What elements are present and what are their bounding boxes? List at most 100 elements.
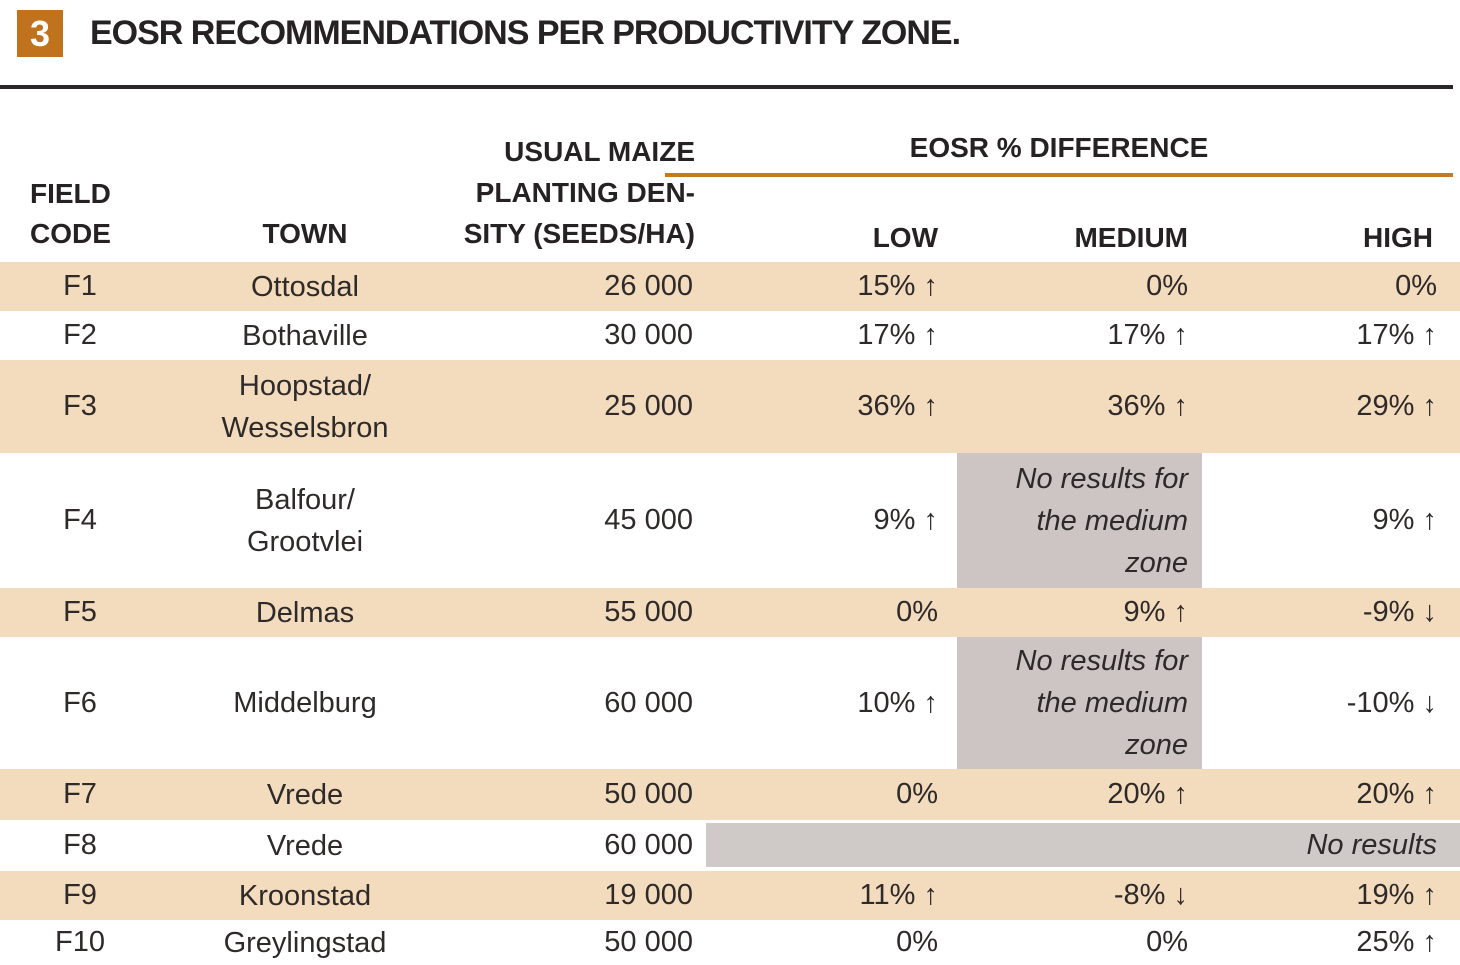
town-line: Kroonstad — [238, 879, 372, 912]
town-cell: Hoopstad/Wesselsbron — [160, 360, 450, 453]
town-line: Greylingstad — [223, 926, 387, 959]
town-cell: Delmas — [160, 588, 450, 637]
town-cell: Greylingstad — [160, 920, 450, 965]
table-row: F1 Ottosdal 26 000 15% ↑ 0% 0% — [0, 262, 1460, 311]
header-density-line1: USUAL MAIZE — [504, 136, 695, 167]
low-zone-cell: 0% — [896, 596, 938, 628]
no-results-line: No results for — [1015, 645, 1188, 677]
field-code-cell: F10 — [55, 926, 105, 958]
medium-zone-cell: 0% — [1146, 270, 1188, 302]
density-cell: 45 000 — [604, 504, 693, 536]
town-line: Grootvlei — [246, 525, 364, 558]
table-header: FIELD CODE TOWN USUAL MAIZE PLANTING DEN… — [0, 90, 1460, 262]
town-line: Delmas — [255, 596, 355, 629]
density-cell: 50 000 — [604, 926, 693, 958]
figure-title: EOSR RECOMMENDATIONS PER PRODUCTIVITY ZO… — [90, 13, 961, 52]
figure-header: 3 EOSR RECOMMENDATIONS PER PRODUCTIVITY … — [0, 0, 1460, 90]
high-zone-cell: 9% ↑ — [1372, 504, 1437, 536]
no-results-line: No results for — [1015, 462, 1188, 495]
table-row: F9 Kroonstad 19 000 11% ↑ -8% ↓ 19% ↑ — [0, 871, 1460, 920]
medium-zone-no-results-cell: No results for the medium zone — [957, 637, 1202, 769]
density-cell: 30 000 — [604, 319, 693, 351]
field-code-cell: F5 — [63, 596, 97, 628]
medium-zone-cell: 0% — [1146, 926, 1188, 958]
header-density-line2: PLANTING DEN- — [475, 177, 695, 208]
no-results-line: zone — [1125, 546, 1188, 579]
field-code-cell: F2 — [63, 319, 97, 351]
low-zone-cell: 9% ↑ — [873, 504, 938, 536]
town-cell: Kroonstad — [160, 871, 450, 920]
medium-zone-no-results-cell: No results for the medium zone — [957, 453, 1202, 588]
table-row: F3 Hoopstad/Wesselsbron 25 000 36% ↑ 36%… — [0, 360, 1460, 453]
high-zone-cell: -10% ↓ — [1346, 686, 1437, 719]
no-results-band: No results — [706, 823, 1460, 867]
table-row: F4 Balfour/Grootvlei 45 000 9% ↑ No resu… — [0, 453, 1460, 588]
table-body: F1 Ottosdal 26 000 15% ↑ 0% 0% F2 Bothav… — [0, 262, 1460, 965]
field-code-cell: F1 — [63, 270, 97, 302]
low-zone-cell: 11% ↑ — [859, 879, 938, 911]
town-line: Vrede — [266, 829, 344, 862]
density-cell: 50 000 — [604, 778, 693, 810]
field-code-cell: F6 — [63, 686, 97, 719]
header-rule — [0, 85, 1453, 89]
medium-zone-cell: -8% ↓ — [1113, 879, 1188, 911]
town-line: Hoopstad/ — [238, 369, 372, 402]
header-town: TOWN — [262, 218, 348, 249]
medium-zone-cell: 36% ↑ — [1107, 390, 1188, 422]
table-row: F2 Bothaville 30 000 17% ↑ 17% ↑ 17% ↑ — [0, 311, 1460, 360]
figure-number-badge: 3 — [17, 10, 63, 57]
town-cell: Ottosdal — [160, 262, 450, 311]
field-code-cell: F7 — [63, 778, 97, 810]
high-zone-cell: 17% ↑ — [1356, 319, 1437, 351]
table-row: F10 Greylingstad 50 000 0% 0% 25% ↑ — [0, 920, 1460, 965]
high-zone-cell: 20% ↑ — [1356, 778, 1437, 810]
low-zone-cell: 17% ↑ — [857, 319, 938, 351]
table-row: F6 Middelburg 60 000 10% ↑ No results fo… — [0, 637, 1460, 769]
low-zone-cell: 15% ↑ — [857, 270, 938, 302]
low-zone-cell: 10% ↑ — [857, 686, 938, 719]
low-zone-cell: 36% ↑ — [857, 390, 938, 422]
header-zone-low: LOW — [872, 222, 938, 253]
header-zone-medium: MEDIUM — [1074, 222, 1188, 253]
density-cell: 55 000 — [604, 596, 693, 628]
town-line: Bothaville — [242, 319, 368, 352]
low-zone-cell: 0% — [896, 778, 938, 810]
high-zone-cell: 25% ↑ — [1356, 926, 1437, 958]
no-results-line: the medium — [1036, 504, 1188, 537]
header-field-code: FIELD CODE — [30, 174, 111, 254]
field-code-cell: F8 — [63, 829, 97, 861]
field-code-cell: F3 — [63, 390, 97, 422]
town-cell: Balfour/Grootvlei — [160, 453, 450, 588]
low-zone-cell: 0% — [896, 926, 938, 958]
header-density-line3: SITY (SEEDS/HA) — [463, 218, 695, 249]
density-cell: 19 000 — [604, 879, 693, 911]
density-cell: 60 000 — [604, 686, 693, 719]
header-eosr-difference-group: EOSR % DIFFERENCE — [665, 132, 1453, 177]
high-zone-cell: 0% — [1395, 270, 1437, 302]
town-cell: Vrede — [160, 820, 450, 871]
town-line: Wesselsbron — [221, 411, 389, 444]
header-zone-high: HIGH — [1363, 222, 1433, 253]
town-cell: Middelburg — [160, 637, 450, 769]
no-results-line: zone — [1125, 729, 1188, 761]
density-cell: 25 000 — [604, 390, 693, 422]
town-cell: Bothaville — [160, 311, 450, 360]
town-line: Vrede — [266, 778, 344, 811]
field-code-cell: F9 — [63, 879, 97, 911]
table-row: F5 Delmas 55 000 0% 9% ↑ -9% ↓ — [0, 588, 1460, 637]
medium-zone-cell: 17% ↑ — [1107, 319, 1188, 351]
header-field-code-line2: CODE — [30, 218, 111, 249]
no-results-line: the medium — [1036, 687, 1188, 719]
table-row: F7 Vrede 50 000 0% 20% ↑ 20% ↑ — [0, 769, 1460, 820]
high-zone-cell: 29% ↑ — [1356, 390, 1437, 422]
town-line: Balfour/ — [255, 483, 355, 516]
density-cell: 60 000 — [604, 829, 693, 861]
town-cell: Vrede — [160, 769, 450, 820]
town-line: Ottosdal — [251, 270, 359, 303]
high-zone-cell: 19% ↑ — [1356, 879, 1437, 911]
medium-zone-cell: 9% ↑ — [1123, 596, 1188, 628]
density-cell: 26 000 — [604, 270, 693, 302]
town-line: Middelburg — [233, 687, 377, 719]
field-code-cell: F4 — [63, 504, 97, 536]
